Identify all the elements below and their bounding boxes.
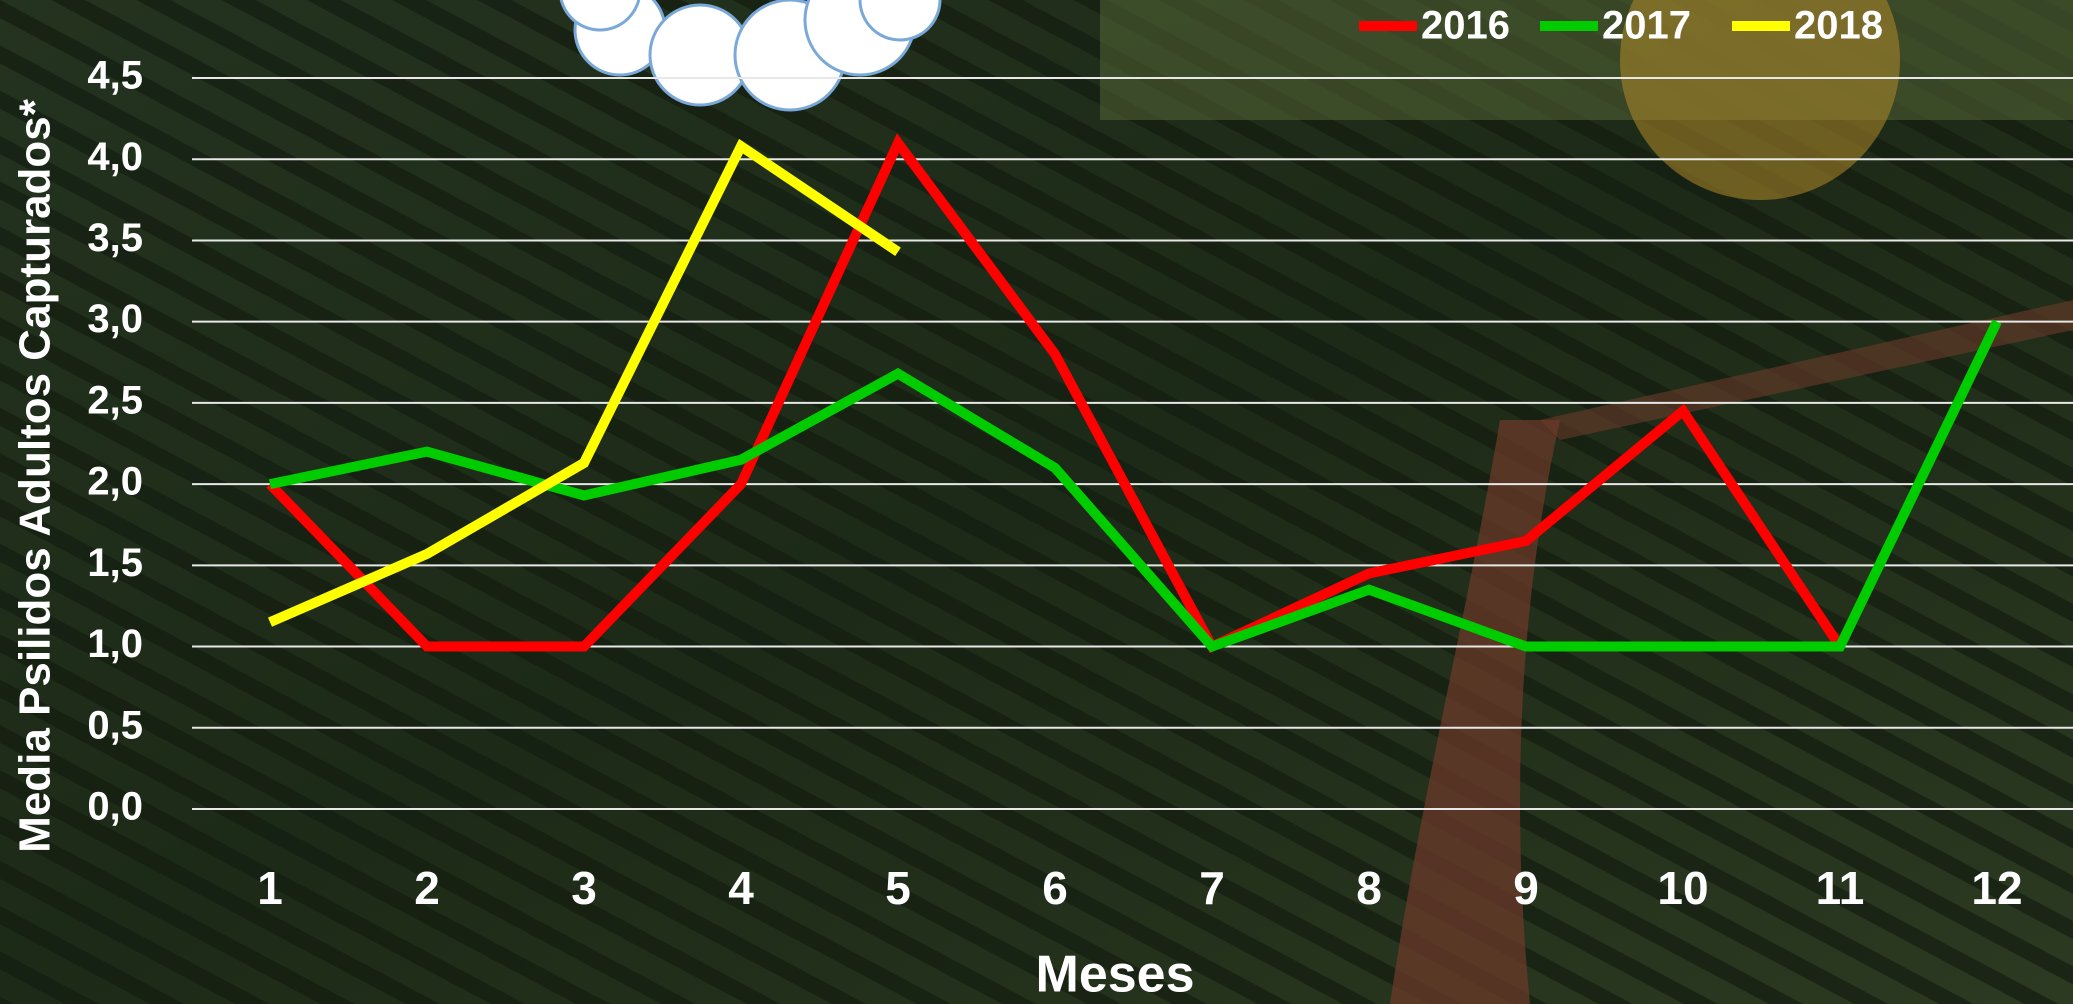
x-tick-label: 5 [885,862,911,914]
legend-label: 2016 [1421,4,1510,48]
x-tick-label: 2 [414,862,440,914]
x-tick-label: 10 [1657,862,1708,914]
x-tick-label: 4 [728,862,754,914]
cloud [559,0,942,112]
y-tick-label: 2,5 [87,378,143,422]
y-tick-label: 4,5 [87,54,143,98]
y-axis-title: Media Psilidos Adultos Capturados* [11,98,60,853]
y-tick-label: 3,0 [87,297,143,341]
x-tick-label: 12 [1971,862,2022,914]
legend-label: 2018 [1794,4,1883,48]
x-tick-label: 1 [257,862,283,914]
line-series [268,138,901,627]
x-tick-label: 9 [1513,862,1539,914]
x-tick-label: 11 [1816,862,1865,914]
y-tick-label: 1,0 [87,622,143,666]
x-tick-label: 7 [1199,862,1225,914]
y-tick-label: 0,0 [87,785,143,829]
x-tick-label: 8 [1356,862,1382,914]
y-tick-label: 3,5 [87,216,143,260]
y-tick-label: 0,5 [87,703,143,747]
legend-label: 2017 [1602,4,1691,48]
sun [1620,0,1900,200]
road [1540,300,2073,440]
y-tick-label: 2,0 [87,460,143,504]
y-tick-label: 1,5 [87,541,143,585]
field [1100,0,2073,120]
x-tick-label: 6 [1042,862,1068,914]
line-series [266,133,1845,654]
y-tick-label: 4,0 [87,135,143,179]
x-axis-title: Meses [1036,946,1195,1004]
x-tick-label: 3 [571,862,597,914]
line-series [268,319,2002,653]
